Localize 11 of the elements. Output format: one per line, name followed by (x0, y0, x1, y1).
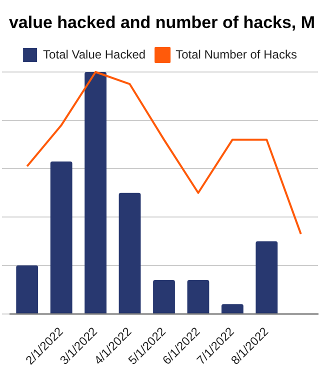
bar (84, 72, 107, 314)
bar (221, 304, 244, 314)
bar (153, 280, 175, 314)
legend-label: Total Value Hacked (43, 47, 146, 62)
chart-title: value hacked and number of hacks, M (8, 12, 316, 34)
legend-label: Total Number of Hacks (176, 47, 297, 62)
bar (256, 241, 278, 314)
bar (16, 265, 38, 314)
bar (187, 280, 210, 314)
bar (50, 161, 72, 314)
bar (118, 192, 141, 314)
